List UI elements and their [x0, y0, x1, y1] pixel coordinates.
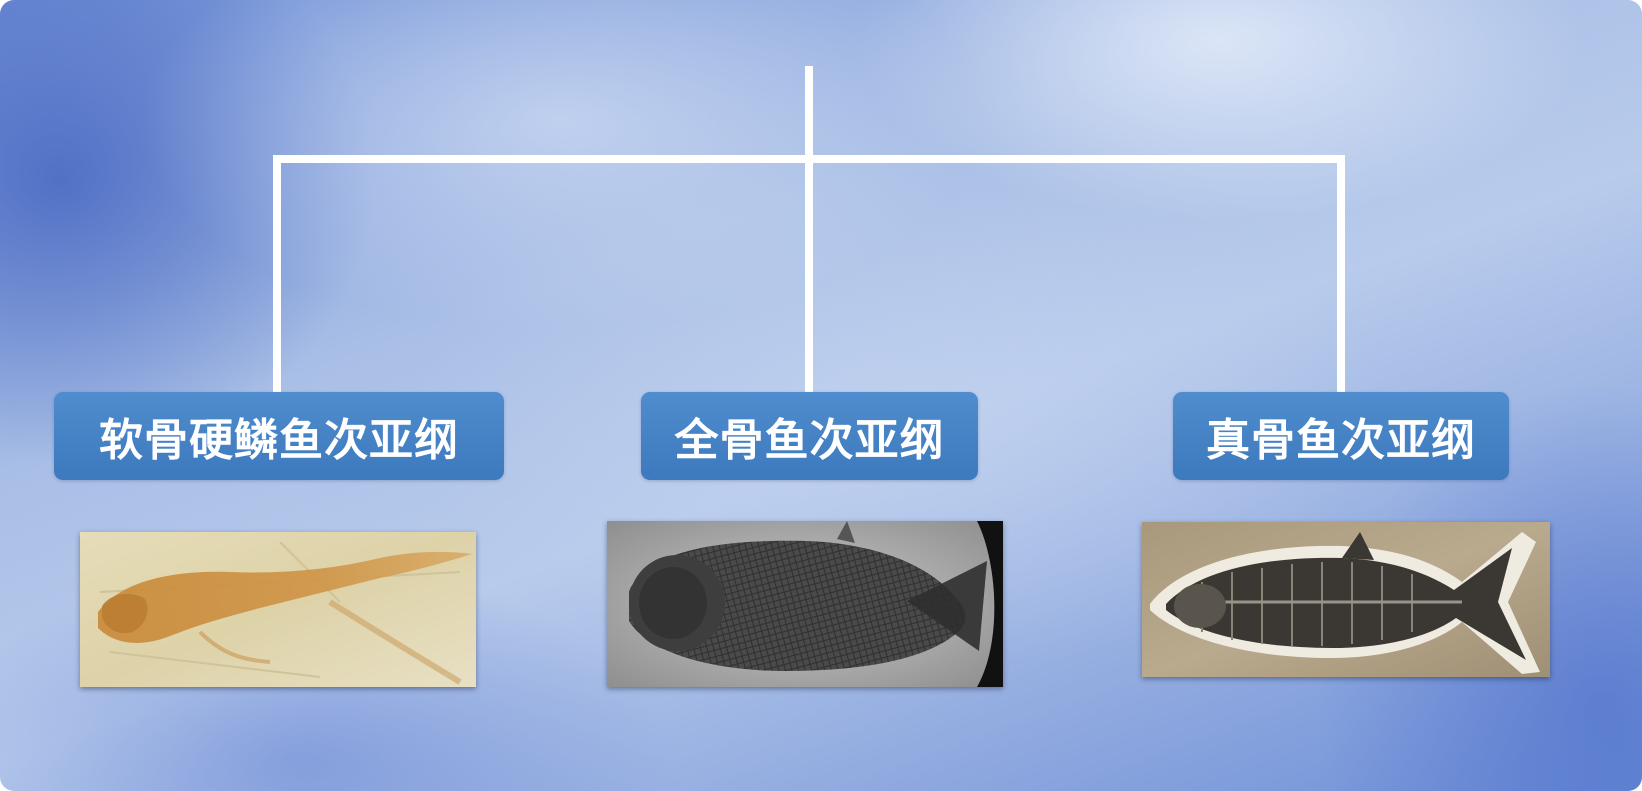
- node-label-teleostei: 真骨鱼次亚纲: [1173, 392, 1509, 480]
- fossil-fish-dark-grey-photo: [607, 521, 1003, 687]
- fossil-fish-beige-photo: [1142, 522, 1550, 677]
- node-label-text: 真骨鱼次亚纲: [1206, 415, 1476, 466]
- node-label-text: 全骨鱼次亚纲: [674, 415, 945, 466]
- fossil-fish-amber-photo: [80, 532, 476, 687]
- node-label-text: 软骨硬鳞鱼次亚纲: [99, 415, 459, 466]
- node-label-chondrostei: 软骨硬鳞鱼次亚纲: [54, 392, 504, 480]
- node-label-holostei: 全骨鱼次亚纲: [641, 392, 978, 480]
